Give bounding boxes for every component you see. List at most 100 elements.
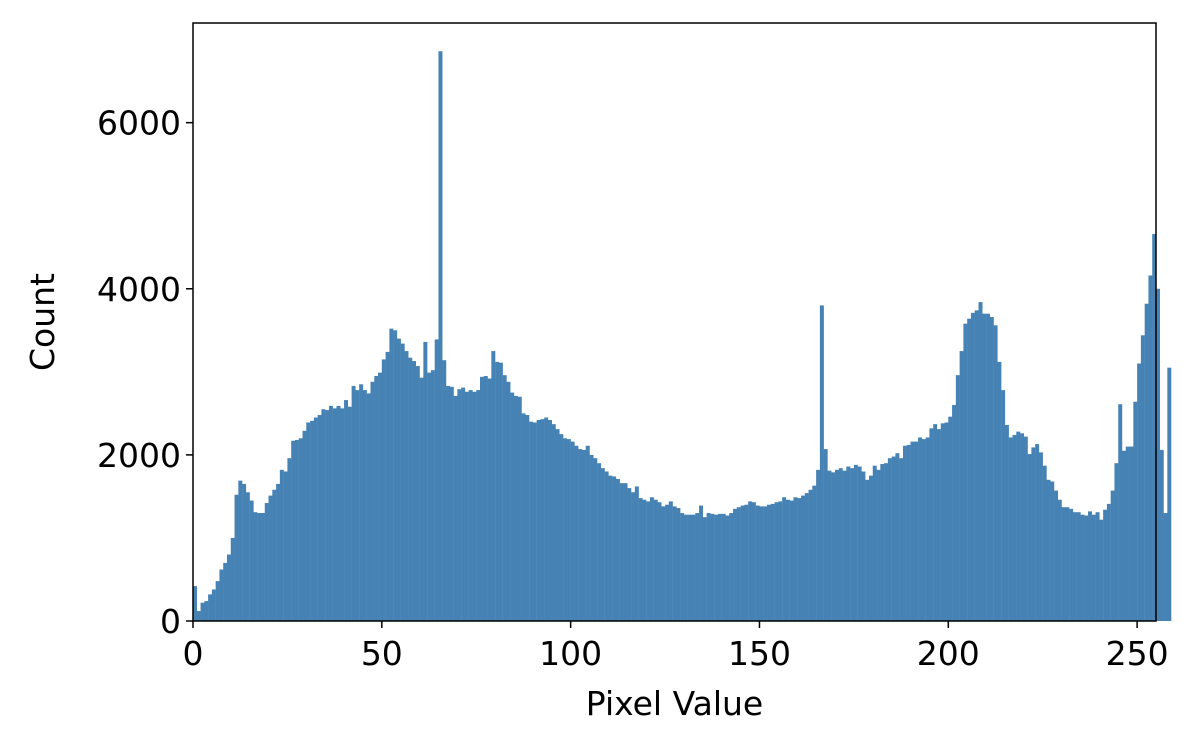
histogram-bar [702,517,707,621]
histogram-bar [355,390,360,621]
histogram-bar [921,439,926,621]
histogram-bar [687,514,692,621]
histogram-bar [876,469,881,621]
histogram-bar [223,562,228,621]
y-axis-ticks: 0 2000 4000 6000 [97,104,193,641]
histogram-bar [347,406,352,621]
histogram-bar [1023,436,1028,621]
histogram-bar [514,395,518,621]
histogram-bar [872,465,877,621]
histogram-bar [498,362,503,621]
histogram-bar [631,492,636,621]
histogram-bar [253,512,258,621]
histogram-bar [245,492,250,621]
y-tick-label: 4000 [97,270,181,309]
histogram-bar [1076,512,1081,621]
histogram-bar [865,479,870,621]
histogram-bar [933,424,938,621]
histogram-bar [415,366,420,621]
histogram-bar [1122,450,1126,621]
histogram-bar [714,514,719,621]
histogram-bar [827,470,832,621]
histogram-bar [1118,404,1123,621]
histogram-bar [574,445,579,621]
histogram-bar [396,338,401,621]
histogram-bar [989,317,994,621]
histogram-bar [211,589,216,621]
histogram-bar [1152,233,1157,621]
histogram-bar [200,602,205,621]
y-tick-label: 2000 [97,436,181,475]
histogram-bar [544,417,549,621]
histogram-bar [400,343,405,621]
histogram-bar [532,422,537,621]
histogram-bar [782,497,787,621]
histogram-bar [502,375,507,621]
histogram-bar [1114,463,1119,621]
histogram-bar [427,372,432,621]
histogram-bar [487,378,492,621]
histogram-bar [676,508,681,621]
histogram-bar [389,328,394,621]
histogram-bar [751,502,756,621]
histogram-bar [940,423,945,621]
histogram-bar [1137,363,1142,621]
histogram-bar [193,586,197,621]
histogram-bar [1106,503,1111,621]
histogram-bar [453,395,458,621]
histogram-bar [1148,275,1153,621]
histogram-bar [581,449,586,621]
histogram-bar [404,351,409,621]
histogram-bar [593,458,598,621]
histogram-bar [230,537,235,621]
histogram-bar [612,476,617,621]
histogram-bar [457,389,462,621]
histogram-bar [1035,444,1040,621]
x-tick-label: 50 [361,634,403,673]
histogram-bar [495,361,500,621]
histogram-bar [857,466,862,621]
x-axis-ticks: 0 50 100 150 200 250 [183,621,1169,673]
histogram-bar [978,302,983,621]
histogram-bar [325,410,330,621]
histogram-bar [1084,515,1089,621]
histogram-bar [1080,514,1085,621]
x-tick-label: 200 [917,634,980,673]
histogram-bar [914,441,919,621]
histogram-bar [619,483,624,621]
histogram-bar [510,392,515,621]
histogram-bar [1038,452,1043,621]
histogram-bar [600,468,605,621]
histogram-bar [238,480,243,621]
histogram-bar [778,501,783,621]
histogram-bar [540,419,545,621]
histogram-bar [374,375,379,621]
histogram-bar [748,501,753,621]
histogram-bar [344,400,349,621]
histogram-bar [944,422,949,621]
histogram-bar [880,464,885,621]
histogram-bar [936,429,941,621]
histogram-bar [627,488,632,621]
histogram-bar [529,421,534,621]
histogram-bar [1065,507,1070,621]
histogram-bar [321,409,326,621]
histogram-bar [653,499,658,621]
histogram-bar [249,500,254,621]
histogram-bar [717,513,722,621]
histogram-bar [691,514,696,621]
histogram-bar [850,468,855,621]
histogram-bar [196,611,201,621]
histogram-bar [797,498,802,621]
y-tick-label: 0 [160,602,181,641]
histogram-bar [215,581,220,621]
histogram-bar [1042,465,1047,621]
histogram-bar [362,390,367,621]
histogram-bar [430,370,435,621]
histogram-bar [434,339,439,621]
histogram-bar [1004,424,1009,621]
histogram-bar [1144,303,1149,621]
histogram-bar [1103,509,1108,621]
histogram-bar [302,430,307,621]
